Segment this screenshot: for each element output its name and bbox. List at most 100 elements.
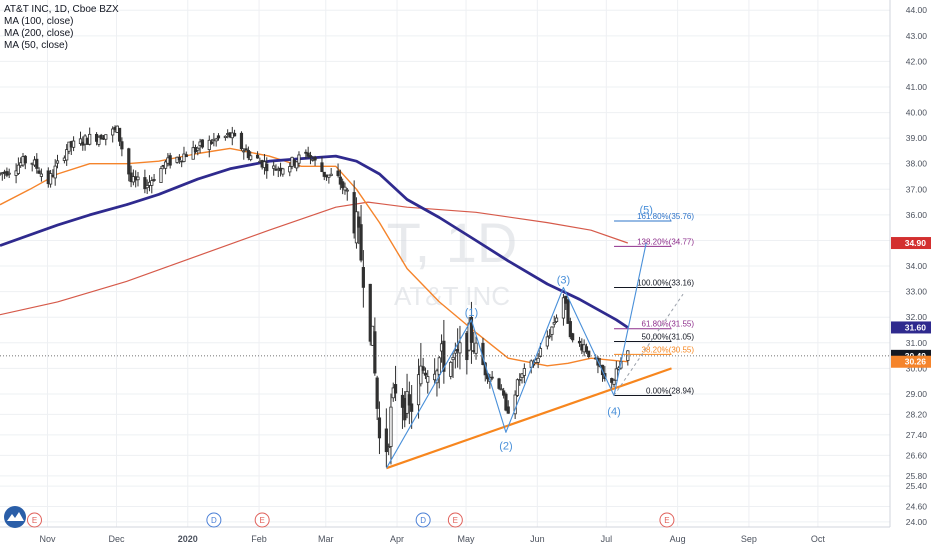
time-axis[interactable]: Nov Dec 2020 Feb Mar Apr May Jun Jul Aug Sep Oct (0, 526, 890, 550)
price-tick-label: 41.00 (906, 82, 928, 92)
watermark-name: AT&T INC (394, 281, 510, 311)
candle (384, 408, 388, 468)
price-tick-label: 34.00 (906, 261, 928, 271)
candle (359, 205, 363, 263)
candle-body (389, 406, 393, 447)
candle (614, 361, 618, 381)
candle (518, 373, 522, 386)
candle (389, 393, 393, 465)
candle-body (249, 155, 253, 160)
fib-extension-levels[interactable]: 161.80%(35.76) 138.20%(34.77) 100.00%(33.1… (614, 212, 695, 397)
candle-body (416, 374, 421, 406)
candle-body (566, 299, 570, 324)
fib-level-label: 0.00%(28.94) (646, 387, 694, 396)
fib-level-label: 61.80%(31.55) (642, 320, 695, 329)
wave-label: (5) (640, 204, 653, 216)
candle (53, 159, 57, 186)
fib-level: 161.80%(35.76) (614, 212, 694, 222)
candle-body (306, 152, 310, 157)
candle-body (223, 135, 227, 138)
time-tick-label: May (458, 534, 476, 544)
candle (458, 325, 462, 370)
candle-body (246, 150, 250, 159)
candle (338, 169, 342, 190)
candle (214, 137, 218, 147)
candle-body (196, 147, 200, 151)
candle-body (421, 366, 425, 371)
candle (423, 367, 428, 380)
candle (451, 352, 455, 379)
event-circle (447, 512, 463, 528)
candle (474, 336, 478, 360)
support-trendline[interactable] (385, 367, 672, 470)
candle (550, 326, 554, 341)
candle (426, 370, 430, 394)
candle-body (375, 377, 379, 409)
price-tag: 30.26 (891, 355, 931, 368)
candle-body (502, 390, 506, 396)
candle (393, 365, 398, 402)
candle (163, 160, 168, 175)
candle-body (308, 155, 313, 158)
candle (232, 129, 237, 137)
candle-body (338, 176, 342, 185)
candle (207, 135, 211, 158)
price-tick-label: 24.00 (906, 517, 928, 527)
legend-ma50[interactable]: MA (50, close) (4, 40, 68, 51)
ma50-line (0, 147, 628, 367)
candle (37, 167, 41, 175)
candle-body (242, 150, 246, 153)
candle (490, 370, 494, 381)
candle (249, 151, 253, 162)
candle (373, 317, 377, 376)
candle (497, 377, 501, 390)
elliott-wave[interactable]: (1) (2) (3) (4) (5) (385, 204, 684, 469)
candle-body (499, 388, 503, 391)
candle-body (182, 153, 186, 162)
candle-body (127, 148, 131, 175)
candle (71, 136, 76, 152)
candle (239, 131, 244, 151)
candle (442, 319, 446, 384)
candle-body (571, 333, 575, 341)
candle (506, 400, 510, 414)
event-letter: E (664, 516, 669, 525)
legend-ma100[interactable]: MA (100, close) (4, 16, 74, 27)
tradingview-logo[interactable] (4, 506, 26, 528)
candle (410, 385, 414, 429)
dividend-marker: D (206, 512, 222, 528)
candle-body (39, 173, 43, 177)
candle (281, 167, 285, 177)
candle-body (536, 357, 540, 363)
candle-body (120, 141, 124, 150)
event-circle (206, 512, 222, 528)
candle (361, 250, 365, 308)
candle-body (232, 132, 237, 137)
candle-body (97, 136, 101, 145)
price-tag: 34.90 (891, 237, 931, 250)
fib-level-label: 50.00%(31.05) (642, 333, 695, 342)
candle (357, 211, 361, 245)
candle-body (614, 368, 618, 381)
candle (255, 151, 260, 159)
candle-body (255, 154, 260, 159)
candle-body (16, 164, 20, 174)
candle (7, 168, 11, 179)
candle (343, 182, 347, 195)
candle-body (48, 173, 53, 185)
candle-body (341, 181, 345, 189)
candle-body (453, 350, 457, 354)
candle-body (35, 158, 39, 169)
legend-symbol[interactable]: AT&T INC, 1D, Cboe BZX (4, 4, 119, 15)
candle (150, 176, 154, 194)
candle-body (200, 139, 204, 148)
candle (216, 133, 221, 141)
price-tick-label: 44.00 (906, 5, 928, 15)
candle-body (104, 134, 108, 140)
candle (127, 147, 131, 182)
candle-body (426, 376, 430, 383)
legend-ma200[interactable]: MA (200, close) (4, 28, 74, 39)
